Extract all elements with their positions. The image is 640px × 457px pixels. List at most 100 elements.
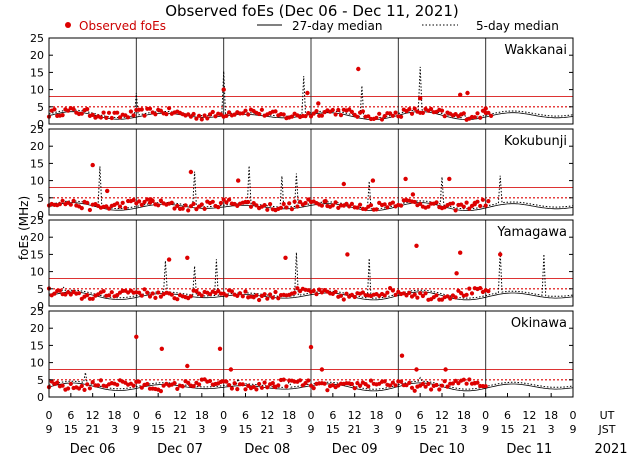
chart-title: Observed foEs (Dec 06 - Dec 11, 2021) [165, 2, 459, 20]
observed-point [52, 291, 57, 296]
x-tick-label-ut: 0 [133, 409, 140, 422]
observed-point [207, 292, 213, 297]
observed-point [243, 387, 248, 392]
observed-point [338, 113, 344, 118]
median-27day-line [48, 291, 574, 301]
observed-point [251, 384, 256, 389]
observed-point [229, 289, 234, 294]
observed-point [202, 377, 207, 382]
observed-point [393, 110, 398, 115]
observed-point [169, 292, 174, 297]
x-tick-label-ut: 6 [155, 409, 162, 422]
observed-point [467, 377, 472, 382]
observed-point [142, 287, 147, 292]
x-tick-label-ut: 0 [46, 409, 53, 422]
observed-point [467, 286, 472, 291]
observed-point [498, 252, 503, 257]
y-axis-label: foEs (MHz) [17, 196, 31, 260]
observed-point [305, 90, 310, 96]
observed-point [450, 201, 455, 206]
observed-point [319, 203, 324, 208]
observed-point [284, 205, 289, 210]
observed-point [382, 379, 387, 384]
observed-point [172, 206, 177, 211]
observed-point [194, 207, 199, 212]
observed-point [224, 113, 229, 118]
observed-point [278, 205, 284, 210]
x-tick-label-jst: 21 [86, 423, 100, 436]
observed-point [478, 115, 483, 120]
observed-point [210, 199, 215, 204]
observed-point [426, 381, 431, 386]
observed-point [336, 107, 341, 113]
observed-point [393, 292, 398, 297]
x-tick-label-jst: 15 [326, 423, 340, 436]
observed-point [272, 384, 277, 389]
observed-point [347, 204, 352, 209]
observed-point [344, 201, 349, 206]
observed-point [447, 176, 452, 182]
x-axis: 0961512211830961512211830961512211830961… [46, 393, 628, 457]
observed-point [374, 207, 379, 212]
observed-point [414, 367, 419, 372]
observed-point [90, 162, 95, 168]
observed-point [90, 380, 95, 385]
observed-point [236, 178, 241, 183]
x-tick-label-ut: 12 [86, 409, 100, 422]
observed-point [308, 383, 314, 388]
observed-point [489, 113, 494, 118]
observed-point [464, 381, 469, 386]
observed-point [360, 290, 365, 295]
y-tick-label: 15 [30, 339, 44, 352]
observed-point [273, 289, 278, 295]
observed-point [486, 110, 491, 115]
observed-point [390, 113, 395, 118]
observed-point [287, 201, 292, 206]
observed-point [115, 382, 120, 387]
observed-point [224, 200, 229, 205]
observed-point [475, 111, 480, 116]
observed-point [232, 112, 237, 117]
x-tick-label-jst: 3 [111, 423, 118, 436]
observed-point [429, 106, 434, 112]
observed-point [185, 255, 190, 260]
observed-point [306, 378, 311, 383]
observed-point [410, 192, 416, 197]
x-tick-label-ut: 12 [173, 409, 187, 422]
observed-point [120, 200, 125, 205]
observed-point [459, 291, 464, 296]
median-5day-line [48, 66, 574, 119]
x-tick-label-ut: 6 [329, 409, 336, 422]
observed-point [207, 112, 213, 117]
observed-point [308, 114, 314, 119]
observed-point [338, 293, 344, 298]
observed-point [323, 199, 328, 204]
observed-point [437, 387, 442, 392]
x-tick-label-jst: 9 [482, 423, 489, 436]
legend-median27-label: 27-day median [292, 19, 382, 33]
y-tick-label: 20 [30, 322, 44, 335]
observed-point [358, 383, 363, 388]
observed-point [472, 381, 477, 386]
x-tick-label-ut: 0 [308, 409, 315, 422]
observed-point [115, 201, 120, 206]
observed-point [439, 108, 445, 113]
observed-point [185, 363, 190, 369]
panel-frame [48, 37, 574, 125]
observed-point [139, 293, 144, 298]
y-tick-label: 25 [30, 305, 44, 318]
observed-point [442, 114, 447, 119]
observed-point [148, 197, 154, 202]
observed-point [105, 188, 110, 194]
observed-point [434, 293, 439, 298]
observed-point [486, 289, 491, 294]
observed-point [289, 207, 294, 212]
station-panels: 0 5 10 15 20 25 Wakkanai 0 5 10 15 20 25 Kokubunji 0 5 1… [30, 32, 574, 404]
y-tick-label: 10 [30, 357, 44, 370]
y-tick-label: 5 [37, 101, 44, 114]
observed-point [399, 114, 404, 119]
observed-point [415, 295, 420, 300]
observed-point [66, 108, 71, 113]
observed-point [240, 294, 245, 299]
observed-point [131, 197, 136, 203]
